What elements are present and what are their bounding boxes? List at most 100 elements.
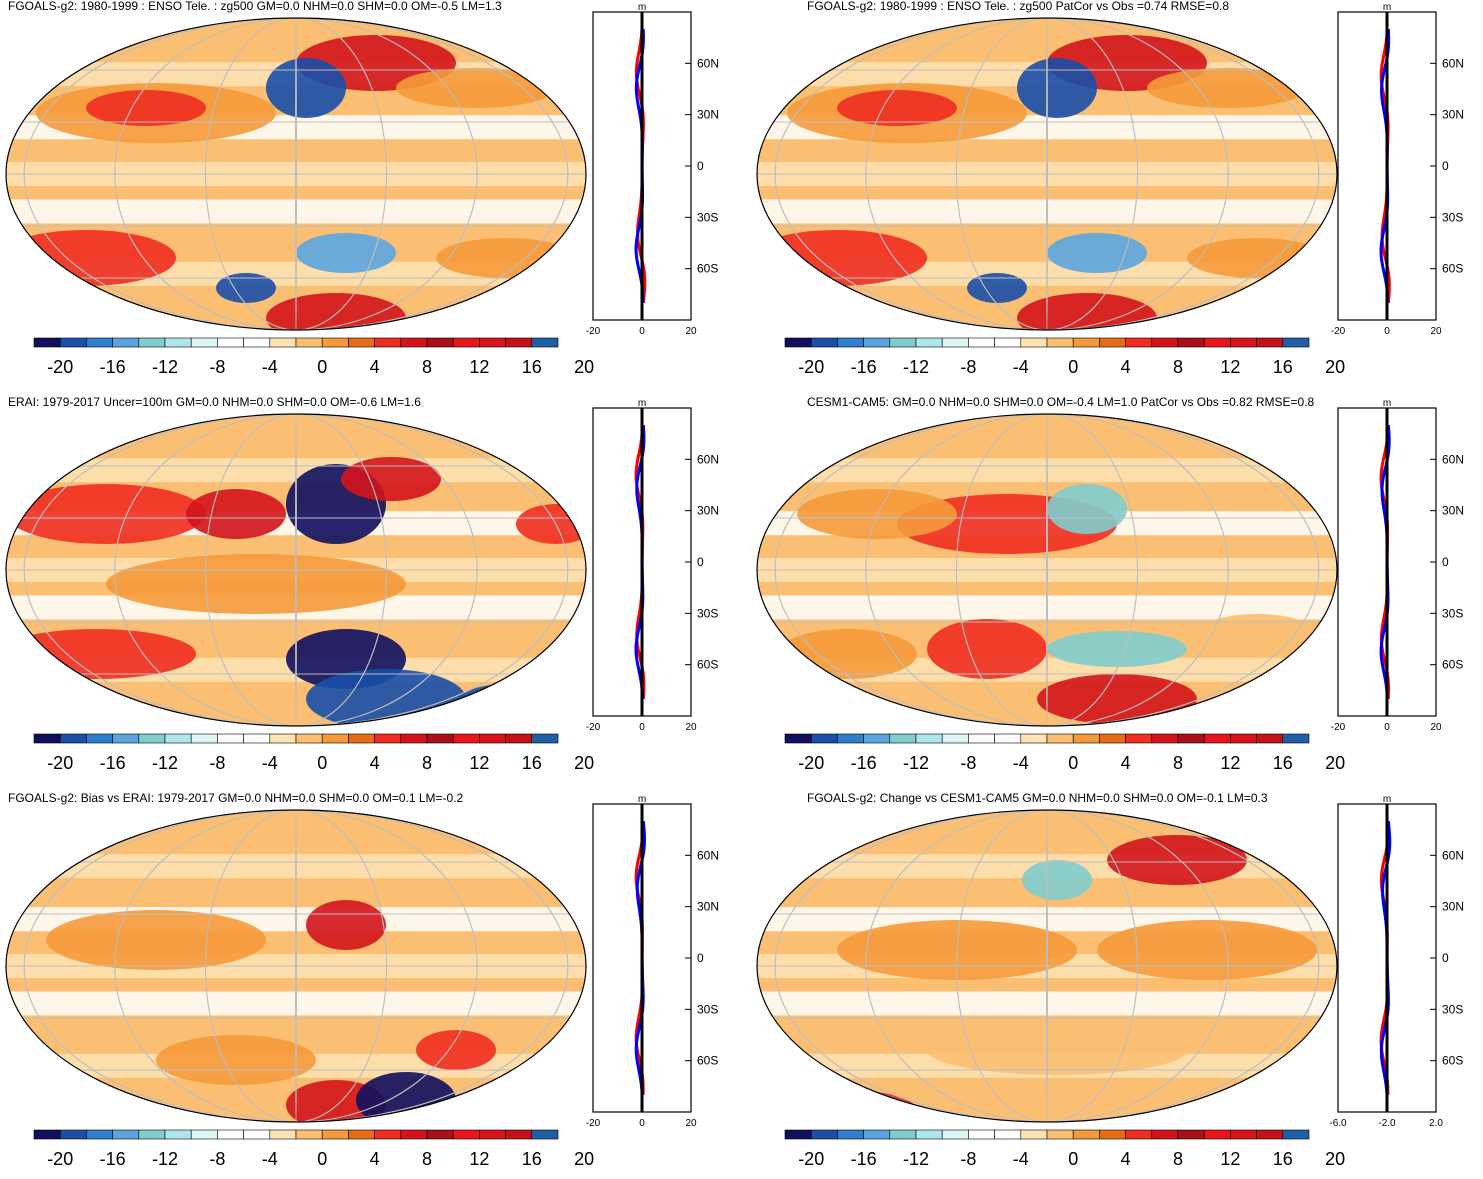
colorbar-tick-label: -20 (47, 753, 73, 773)
colorbar-swatch (400, 337, 428, 348)
meridian-line (23, 810, 569, 1122)
lat-tick-label: 60S (1442, 658, 1463, 672)
zonal-mean-profile: m 60N 30N 0 30S 60S -20 0 20 (1331, 398, 1464, 733)
colorbar-tick-label: -16 (851, 1149, 877, 1169)
colorbar-swatch (784, 337, 812, 348)
colorbar-tick-label: -12 (152, 753, 178, 773)
anomaly-blob (1047, 484, 1127, 534)
colorbar-swatch (479, 733, 506, 744)
lat-tick-label: 30N (1442, 108, 1464, 122)
colorbar-tick-label: 12 (1220, 753, 1240, 773)
lat-tick-label: 60N (1442, 848, 1464, 862)
map-outline (5, 413, 587, 727)
colorbar-swatch (941, 337, 969, 348)
colorbar-swatch (1256, 337, 1284, 348)
colorbar-tick-label: 4 (1121, 1149, 1131, 1169)
colorbar-swatch (479, 337, 506, 348)
colorbar-swatch (1046, 733, 1074, 744)
colorbar-swatch (321, 733, 349, 744)
colorbar-swatch (1256, 733, 1284, 744)
panel-title: FGOALS-g2: 1980-1999 : ENSO Tele. : zg50… (807, 0, 1229, 13)
zonal-mean-profile: m 60N 30N 0 30S 60S -6.0 -2.0 2.0 (1329, 794, 1464, 1129)
colorbar-swatch (452, 733, 480, 744)
colorbar-swatch (810, 733, 838, 744)
colorbar-swatch (810, 1129, 838, 1140)
panel-title: CESM1-CAM5: GM=0.0 NHM=0.0 SHM=0.0 OM=-0… (807, 395, 1315, 409)
profile-unit: m (1383, 398, 1391, 409)
colorbar-tick-label: -16 (851, 357, 877, 377)
colorbar-swatch (1046, 1129, 1074, 1140)
colorbar-tick-label: 20 (1325, 1149, 1345, 1169)
colorbar-swatch (295, 733, 323, 744)
colorbar-tick-label: -8 (209, 753, 225, 773)
colorbar-tick-label: -12 (903, 753, 929, 773)
colorbar-tick-label: -8 (209, 357, 225, 377)
colorbar-swatch (863, 1129, 891, 1140)
colorbar-tick-label: 16 (1273, 357, 1293, 377)
anomaly-blob (476, 1075, 576, 1122)
colorbar-swatch (505, 337, 533, 348)
colorbar-swatch (400, 1129, 428, 1140)
colorbar-swatch (217, 337, 244, 348)
meridian-line (865, 414, 1229, 726)
profile-x-tick-label: -20 (1331, 722, 1346, 733)
anomaly-blob (86, 90, 206, 126)
colorbar-swatch (837, 1129, 864, 1140)
meridian-line (295, 810, 297, 1122)
meridian-line (774, 810, 1320, 1122)
zonal-mean-profile: m 60N 30N 0 30S 60S -20 0 20 (586, 398, 719, 733)
profile-x-tick-label: 0 (1384, 722, 1390, 733)
colorbar-tick-label: -20 (798, 753, 824, 773)
colorbar-swatch (112, 1129, 140, 1140)
colorbar-tick-label: 20 (1325, 753, 1345, 773)
colorbar-tick-label: 16 (522, 753, 542, 773)
colorbar-swatch (374, 733, 402, 744)
lat-tick-label: 30N (697, 504, 719, 518)
colorbar-swatch (531, 733, 559, 744)
meridian-line (865, 18, 1229, 330)
colorbar-swatch (426, 1129, 454, 1140)
colorbar-tick-label: -4 (262, 357, 278, 377)
lat-tick-label: 60N (697, 56, 719, 70)
anomaly-blob (837, 90, 957, 126)
colorbar-swatch (295, 1129, 323, 1140)
anomaly-blob (266, 58, 346, 118)
zonal-mean-profile: m 60N 30N 0 30S 60S -20 0 20 (1331, 2, 1464, 337)
colorbar-swatch (915, 1129, 943, 1140)
colorbar-swatch (1020, 733, 1048, 744)
colorbar-swatch (889, 337, 917, 348)
colorbar-swatch (400, 733, 428, 744)
colorbar-tick-label: 20 (1325, 357, 1345, 377)
colorbar-swatch (138, 1129, 166, 1140)
colorbar-tick-label: 16 (522, 1149, 542, 1169)
colorbar-swatch (1099, 337, 1126, 348)
colorbar-swatch (190, 1129, 218, 1140)
colorbar-swatch (426, 337, 454, 348)
profile-x-tick-label: 0 (639, 1118, 645, 1129)
panel-graphics: -20 -16 -12 -8 -4 0 4 8 12 16 20 m 60N 30N 0 30S 60S -20 0… (5, 398, 719, 773)
colorbar-swatch (269, 733, 297, 744)
zonal-mean-profile: m 60N 30N 0 30S 60S -20 0 20 (586, 794, 719, 1129)
profile-unit: m (638, 794, 646, 805)
colorbar-tick-label: 0 (317, 1149, 327, 1169)
colorbar-swatch (941, 733, 969, 744)
colorbar-swatch (112, 733, 140, 744)
panel-title: ERAI: 1979-2017 Uncer=100m GM=0.0 NHM=0.… (8, 395, 421, 409)
colorbar-swatch (1203, 733, 1231, 744)
colorbar-tick-label: 12 (469, 1149, 489, 1169)
colorbar-tick-label: 4 (370, 1149, 380, 1169)
colorbar-tick-label: 8 (1173, 1149, 1183, 1169)
lat-tick-label: 60N (1442, 452, 1464, 466)
colorbar-swatch (86, 337, 113, 348)
colorbar-tick-label: -12 (152, 357, 178, 377)
anomaly-blob (6, 484, 206, 544)
profile-x-tick-label: 20 (1430, 326, 1442, 337)
panel-graphics: -20 -16 -12 -8 -4 0 4 8 12 16 20 m 60N 30N 0 30S 60S -20 0… (5, 794, 719, 1169)
profile-unit: m (638, 2, 646, 13)
colorbar-tick-label: -4 (1013, 753, 1029, 773)
colorbar-swatch (505, 733, 533, 744)
meridian-line (114, 18, 478, 330)
colorbar-tick-label: -4 (262, 1149, 278, 1169)
meridian-line (204, 810, 388, 1122)
panel-cesm: CESM1-CAM5: GM=0.0 NHM=0.0 SHM=0.0 OM=-0… (745, 395, 1483, 788)
